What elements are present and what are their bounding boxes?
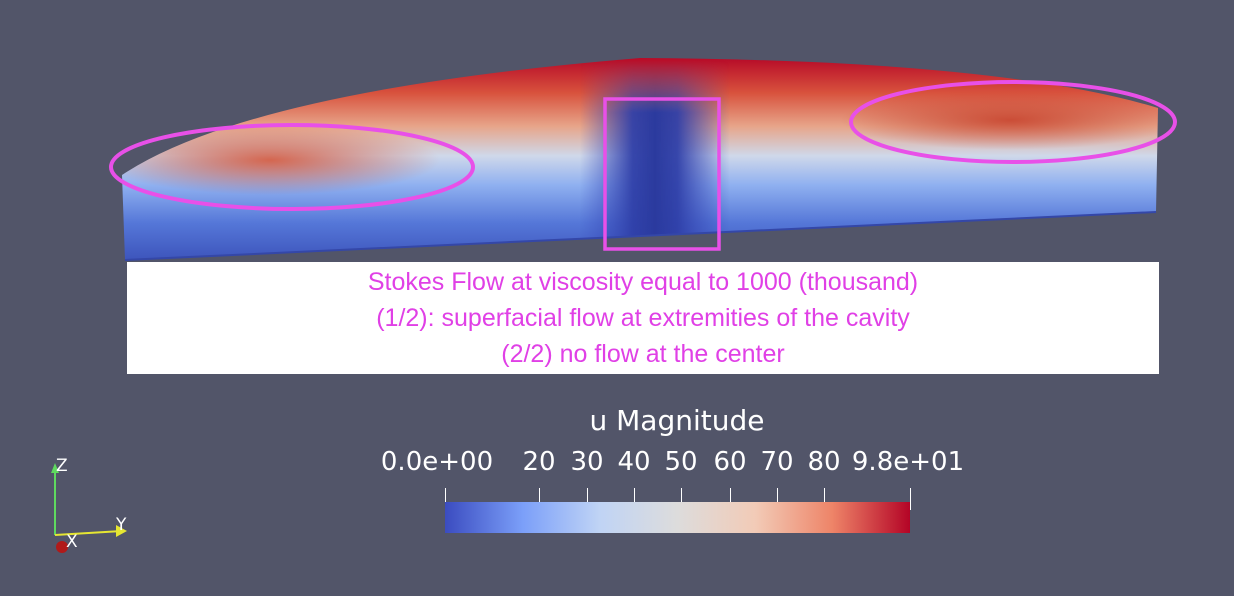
colorbar-tick-label: 60 bbox=[713, 447, 746, 477]
colorbar-tick-label: 0.0e+00 bbox=[381, 447, 493, 477]
caption-line-1: Stokes Flow at viscosity equal to 1000 (… bbox=[368, 265, 918, 299]
z-axis-label: Z bbox=[56, 456, 68, 476]
right-hot-region bbox=[840, 90, 1180, 150]
colorbar-tick-label: 40 bbox=[617, 447, 650, 477]
colorbar-tick-label: 9.8e+01 bbox=[852, 447, 964, 477]
orientation-axes[interactable] bbox=[30, 455, 130, 555]
y-axis-label: Y bbox=[116, 515, 126, 535]
colorbar-title: u Magnitude bbox=[500, 404, 854, 437]
caption-box: Stokes Flow at viscosity equal to 1000 (… bbox=[127, 262, 1159, 374]
colorbar-tick-label: 20 bbox=[522, 447, 555, 477]
colorbar[interactable] bbox=[445, 502, 910, 533]
left-hot-region bbox=[100, 125, 440, 195]
colorbar-tick-label: 50 bbox=[664, 447, 697, 477]
colorbar-tick-label: 70 bbox=[760, 447, 793, 477]
colorbar-tick-label: 80 bbox=[807, 447, 840, 477]
colorbar-tick-mark bbox=[910, 488, 911, 510]
caption-line-2: (1/2): superfacial flow at extremities o… bbox=[376, 301, 910, 335]
colorbar-gradient bbox=[445, 502, 910, 533]
x-axis-label: X bbox=[66, 532, 78, 552]
caption-line-3: (2/2) no flow at the center bbox=[501, 337, 784, 371]
colorbar-tick-label: 30 bbox=[570, 447, 603, 477]
